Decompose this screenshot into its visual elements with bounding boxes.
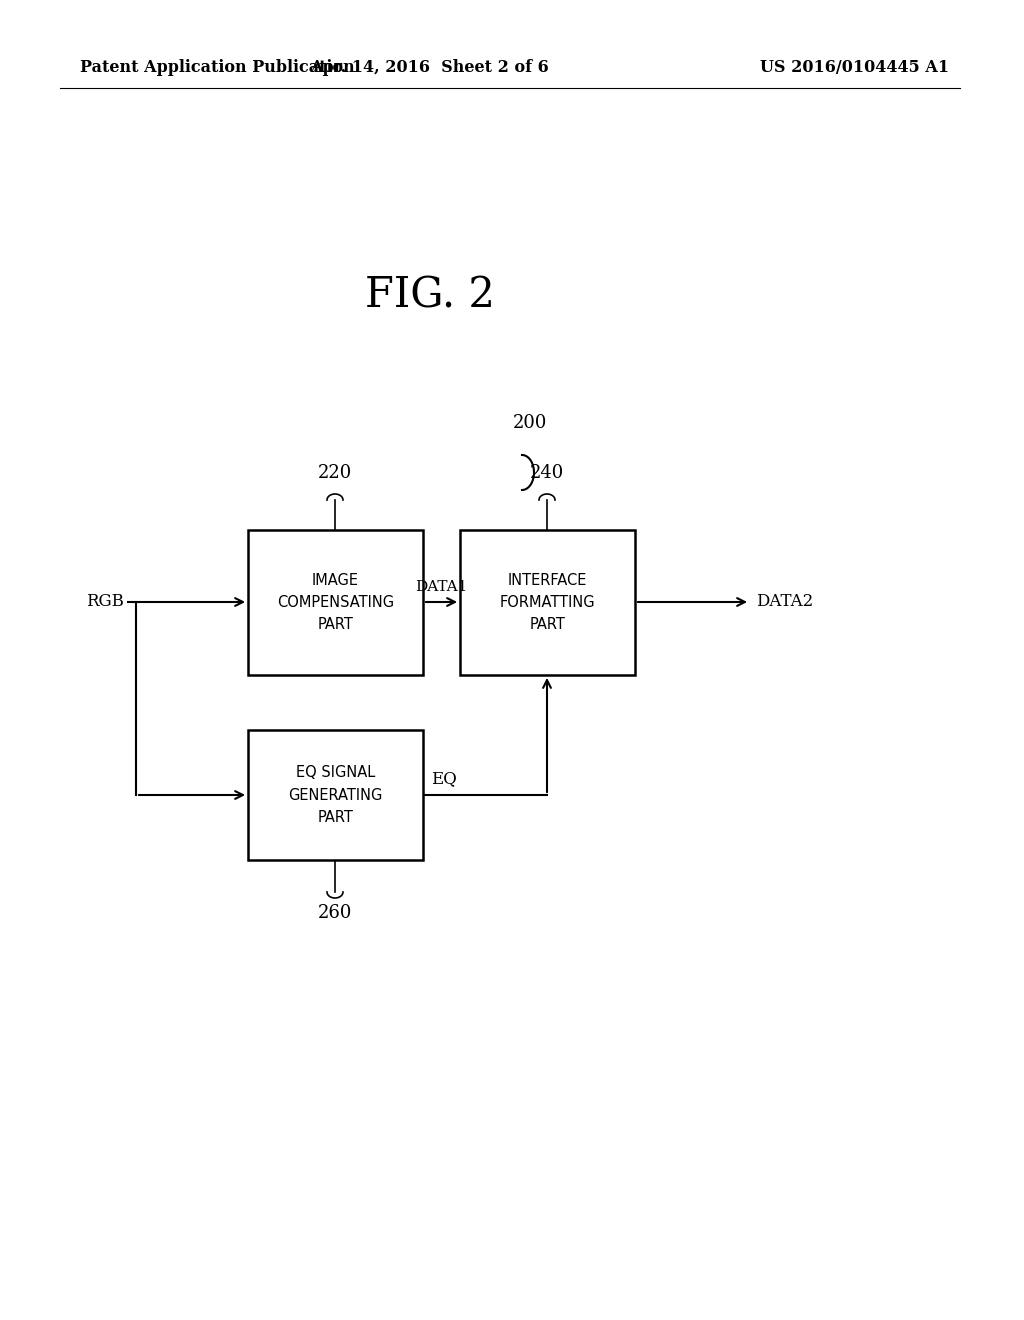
Text: Patent Application Publication: Patent Application Publication (80, 59, 354, 77)
Text: FIG. 2: FIG. 2 (365, 275, 495, 315)
Text: EQ SIGNAL
GENERATING
PART: EQ SIGNAL GENERATING PART (289, 766, 383, 825)
Text: DATA2: DATA2 (756, 594, 813, 610)
Text: INTERFACE
FORMATTING
PART: INTERFACE FORMATTING PART (500, 573, 595, 632)
Text: US 2016/0104445 A1: US 2016/0104445 A1 (760, 59, 949, 77)
Text: Apr. 14, 2016  Sheet 2 of 6: Apr. 14, 2016 Sheet 2 of 6 (310, 59, 549, 77)
Text: 260: 260 (317, 904, 352, 921)
Text: 220: 220 (317, 465, 352, 482)
Text: EQ: EQ (431, 770, 457, 787)
Text: IMAGE
COMPENSATING
PART: IMAGE COMPENSATING PART (276, 573, 394, 632)
Text: 240: 240 (529, 465, 564, 482)
Bar (248, 730, 423, 861)
Text: 200: 200 (513, 414, 547, 432)
Bar (460, 531, 635, 675)
Bar (248, 531, 423, 675)
Text: RGB: RGB (86, 594, 124, 610)
Text: DATA1: DATA1 (416, 579, 468, 594)
